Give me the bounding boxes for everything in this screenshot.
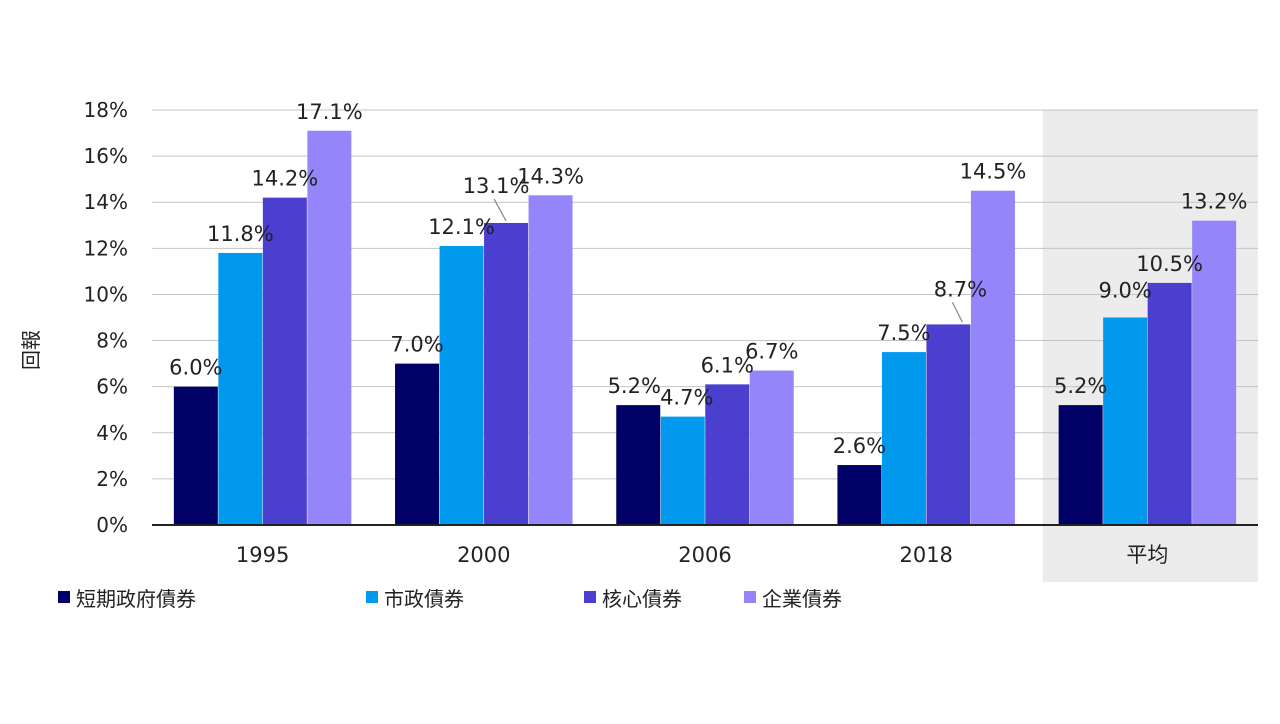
bar	[1192, 220, 1237, 525]
x-tick-label: 1995	[236, 543, 289, 567]
y-tick-label: 18%	[84, 98, 128, 122]
data-label: 5.2%	[1054, 374, 1107, 398]
data-label: 11.8%	[207, 222, 274, 246]
data-label: 17.1%	[296, 100, 363, 124]
bar	[881, 352, 926, 525]
legend-label: 短期政府債券	[76, 586, 196, 611]
data-label: 4.7%	[660, 386, 713, 410]
data-label: 2.6%	[833, 434, 886, 458]
bar	[749, 370, 794, 525]
legend: 短期政府債券 市政債券 核心債券 企業債券	[58, 583, 904, 612]
bar	[484, 222, 529, 525]
data-label: 14.3%	[517, 164, 584, 188]
legend-item: 市政債券	[366, 583, 464, 612]
bar	[970, 190, 1015, 525]
label-leader-lines	[493, 198, 963, 323]
data-label: 6.1%	[701, 353, 754, 377]
legend-swatch	[584, 591, 596, 603]
bar	[395, 363, 440, 525]
bar	[660, 416, 705, 525]
y-tick-label: 12%	[84, 236, 128, 260]
bar	[528, 195, 573, 526]
y-axis-ticks: 0% 2% 4% 6% 8% 10% 12% 14% 16% 18%	[84, 98, 128, 537]
x-axis-ticks: 1995 2000 2006 2018 平均	[236, 543, 1169, 567]
leader-line	[493, 198, 507, 222]
legend-item: 核心債券	[584, 583, 682, 612]
legend-swatch	[366, 591, 378, 603]
data-label: 13.2%	[1181, 190, 1248, 214]
bar	[218, 252, 263, 525]
bar	[1058, 405, 1103, 525]
y-tick-label: 10%	[84, 282, 128, 306]
data-label: 14.5%	[960, 160, 1027, 184]
y-tick-label: 0%	[96, 513, 128, 537]
legend-swatch	[58, 591, 70, 603]
x-tick-label: 平均	[1126, 543, 1168, 567]
y-tick-label: 14%	[84, 190, 128, 214]
legend-swatch	[744, 591, 756, 603]
y-tick-label: 4%	[96, 421, 128, 445]
bar	[262, 197, 307, 525]
legend-label: 企業債券	[762, 586, 842, 611]
legend-label: 核心債券	[602, 586, 682, 611]
bar	[837, 465, 882, 525]
bar	[705, 384, 750, 525]
data-label: 10.5%	[1136, 252, 1203, 276]
legend-label: 市政債券	[384, 586, 464, 611]
x-tick-label: 2006	[678, 543, 731, 567]
y-tick-label: 2%	[96, 467, 128, 491]
bar	[307, 130, 352, 525]
data-labels: 6.0% 11.8% 14.2% 17.1% 7.0% 12.1% 13.1%14.3% 5.…	[169, 100, 1247, 458]
y-tick-label: 16%	[84, 144, 128, 168]
bars	[173, 130, 1237, 526]
legend-item: 企業債券	[744, 583, 842, 612]
bar	[1103, 317, 1148, 525]
y-tick-label: 6%	[96, 375, 128, 399]
data-label: 12.1%	[428, 215, 495, 239]
bar	[926, 324, 971, 525]
data-label: 14.2%	[251, 167, 318, 191]
data-label: 8.7%	[934, 277, 987, 301]
x-tick-label: 2000	[457, 543, 510, 567]
data-label: 13.1%	[463, 174, 530, 198]
data-label: 7.5%	[877, 321, 930, 345]
x-tick-label: 2018	[899, 543, 952, 567]
bar	[439, 246, 484, 525]
y-tick-label: 8%	[96, 329, 128, 353]
data-label: 7.0%	[390, 333, 443, 357]
data-label: 6.0%	[169, 356, 222, 380]
legend-item: 短期政府債券	[58, 583, 196, 612]
y-axis-label: 回報	[19, 330, 43, 370]
leader-line	[951, 302, 963, 323]
data-label: 5.2%	[608, 374, 661, 398]
data-label: 6.7%	[745, 340, 798, 364]
bar	[616, 405, 661, 525]
bar	[173, 386, 218, 525]
bar	[1147, 282, 1192, 525]
data-label: 9.0%	[1098, 279, 1151, 303]
